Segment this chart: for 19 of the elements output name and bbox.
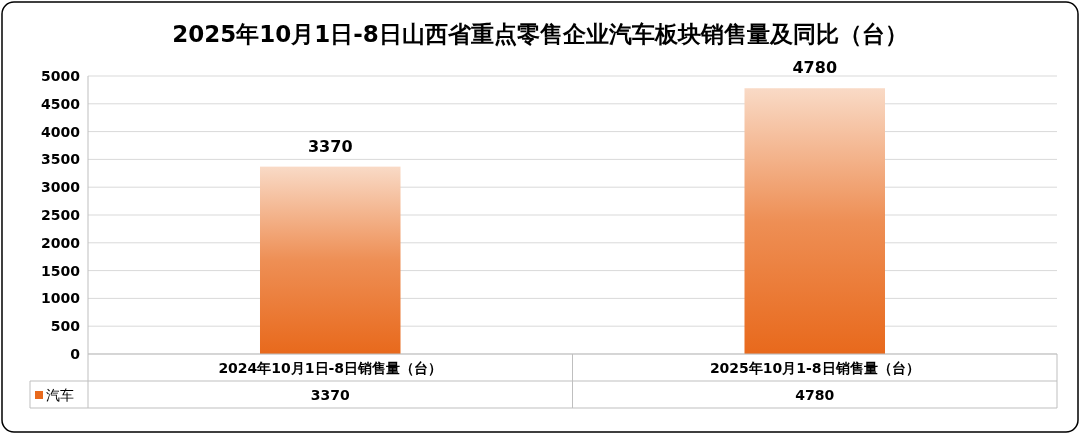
y-tick-label: 1500 xyxy=(41,262,81,279)
y-tick-label: 5000 xyxy=(41,68,81,84)
y-tick-label: 2000 xyxy=(41,234,81,251)
y-tick-label: 4500 xyxy=(41,95,81,112)
text: 3370 xyxy=(310,387,350,403)
y-tick-label: 3500 xyxy=(41,151,81,168)
y-tick-label: 3000 xyxy=(41,179,81,196)
y-tick-label: 2500 xyxy=(41,207,81,223)
y-tick-label: 4000 xyxy=(41,123,81,140)
data-label: 4780 xyxy=(792,58,838,78)
data-label: 3370 xyxy=(307,136,353,156)
x-tick-label: 2024年10月1日-8日销售量（台） xyxy=(218,360,443,376)
y-tick-label: 0 xyxy=(70,346,81,362)
text: 4780 xyxy=(795,387,835,403)
chart-title: 2025年10月1日-8日山西省重点零售企业汽车板块销售量及同比（台） xyxy=(172,21,908,47)
y-tick-label: 1000 xyxy=(41,290,81,307)
y-tick-label: 500 xyxy=(50,318,81,335)
legend-label: 汽车 xyxy=(46,387,74,403)
x-tick-label: 2025年10月1-8日销售量（台） xyxy=(709,360,920,376)
